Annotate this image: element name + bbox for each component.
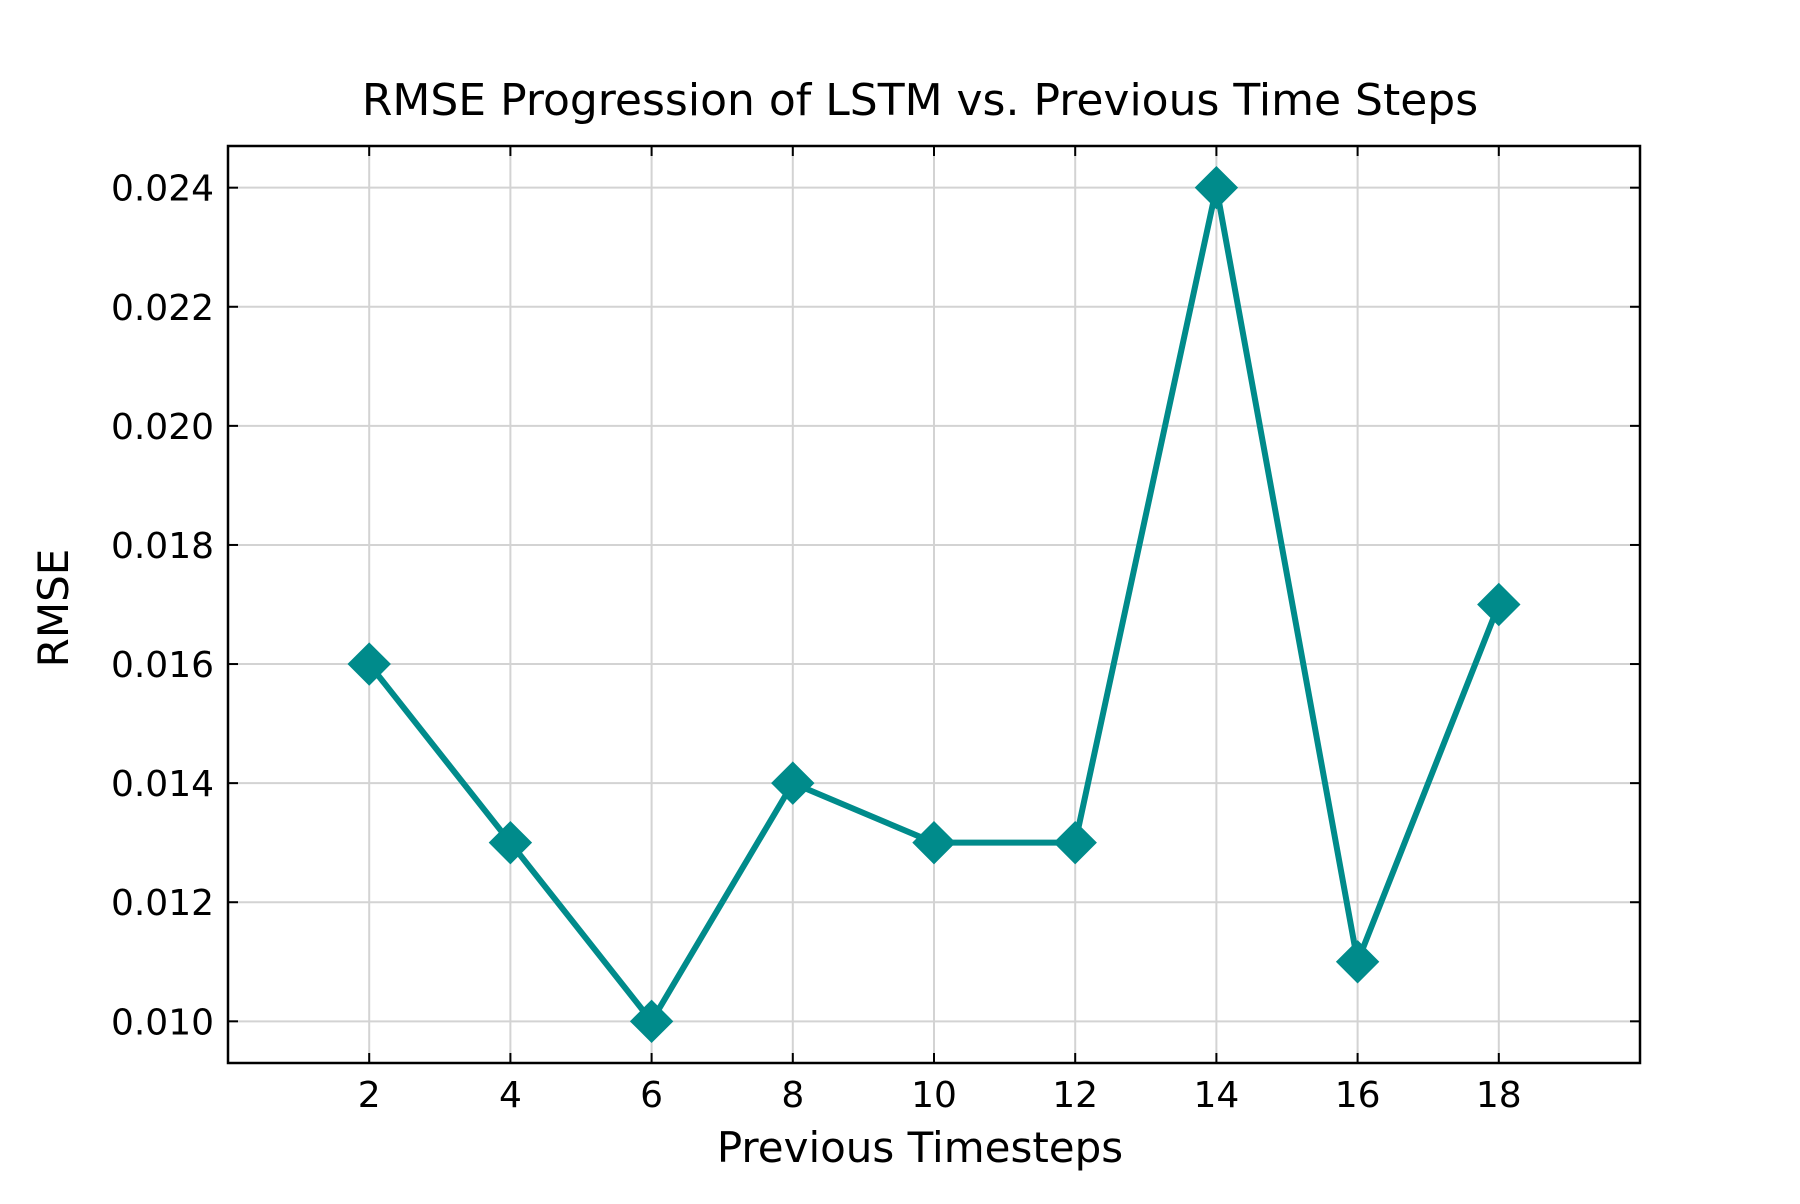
data-point-marker xyxy=(1053,820,1097,865)
x-tick-label: 10 xyxy=(911,1075,957,1116)
y-tick-label: 0.016 xyxy=(111,645,214,686)
y-tick-label: 0.010 xyxy=(111,1002,214,1043)
data-point-marker xyxy=(1477,582,1521,627)
x-tick-label: 8 xyxy=(781,1075,804,1116)
axes: 2 4 6 8 10 12 14 16 18 0.010 0.012 0.014 0.016 0.018 0… xyxy=(111,146,1640,1116)
chart-title: RMSE Progression of LSTM vs. Previous Ti… xyxy=(362,75,1478,126)
x-tick-label: 18 xyxy=(1476,1075,1522,1116)
y-tick-label: 0.012 xyxy=(111,883,214,924)
x-tick-label: 12 xyxy=(1052,1075,1098,1116)
data-point-marker xyxy=(912,820,956,865)
x-axis-label: Previous Timesteps xyxy=(717,1123,1123,1172)
x-tick-label: 2 xyxy=(358,1075,381,1116)
grid xyxy=(228,146,1640,1063)
series-layer xyxy=(347,165,1521,1044)
x-tick-label: 6 xyxy=(640,1075,663,1116)
x-tick-label: 16 xyxy=(1335,1075,1381,1116)
y-tick-label: 0.014 xyxy=(111,764,214,805)
y-axis-label: RMSE xyxy=(29,549,78,668)
data-point-marker xyxy=(771,761,815,805)
data-point-marker xyxy=(629,999,674,1044)
y-tick-label: 0.018 xyxy=(111,526,214,567)
y-tick-label: 0.020 xyxy=(111,407,214,448)
x-tick-label: 4 xyxy=(499,1075,522,1116)
data-point-marker xyxy=(488,820,533,865)
data-point-marker xyxy=(347,642,391,686)
x-tick-label: 14 xyxy=(1193,1075,1239,1116)
y-tick-label: 0.022 xyxy=(111,288,214,329)
data-point-marker xyxy=(1194,165,1239,210)
data-point-marker xyxy=(1335,940,1380,984)
y-tick-label: 0.024 xyxy=(111,169,214,210)
